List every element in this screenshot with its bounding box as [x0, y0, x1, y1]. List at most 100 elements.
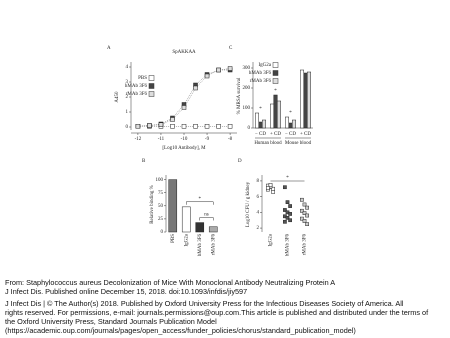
point [300, 216, 304, 221]
bar [258, 121, 263, 129]
point [283, 219, 287, 224]
bar [300, 69, 304, 129]
y-tick-label: 50 [158, 204, 164, 209]
x-tick-label: IgG2a [184, 233, 189, 246]
legend-swatch [272, 62, 279, 68]
y-tick-label: 4 [126, 65, 129, 70]
x-tick-label: − CD [255, 132, 266, 137]
y-tick-label: 6 [257, 195, 260, 200]
x-tick-label: -11 [158, 137, 165, 142]
x-tick-label: − CD [285, 132, 296, 137]
point [193, 85, 198, 91]
caption-line: rights reserved. For permissions, e-mail… [5, 308, 429, 317]
y-tick-label: 0 [126, 125, 129, 130]
bar [285, 116, 289, 129]
panel-label: B [142, 159, 146, 164]
point [204, 73, 210, 79]
legend-swatch [272, 70, 279, 76]
x-tick-label: hMAb 3F6 [286, 234, 291, 257]
x-tick-label: rMAb 3F6 [211, 234, 216, 256]
point [300, 197, 304, 202]
point [170, 124, 175, 129]
point [204, 124, 210, 129]
point [302, 219, 307, 223]
legend-label: rMAb 3F6 [126, 92, 148, 97]
point [305, 205, 309, 210]
legend-swatch [148, 83, 155, 89]
x-tick-label: -8 [228, 137, 233, 142]
x-tick-label: -10 [181, 137, 188, 142]
y-tick-label: 1 [126, 110, 129, 115]
y-tick-label: 75 [158, 191, 164, 196]
y-axis-label: % MRSA survival [237, 77, 242, 114]
legend-label: hMAb 3F6 [125, 84, 148, 89]
y-tick-label: 200 [243, 86, 251, 91]
legend-swatch [148, 91, 155, 97]
point [283, 208, 287, 212]
x-tick-label: -9 [205, 137, 210, 142]
bar [270, 103, 274, 129]
point [285, 200, 290, 204]
y-tick-label: 100 [156, 178, 164, 183]
group-label: Mouse blood [285, 141, 312, 146]
point [288, 212, 292, 216]
legend-swatch [148, 75, 155, 81]
caption-line: From: Staphylococcus aureus Decolonizati… [5, 278, 335, 287]
caption-line: J Infect Dis. Published online December … [5, 287, 247, 296]
y-axis-label: A450 [115, 91, 120, 103]
point [302, 211, 307, 215]
bar [195, 222, 205, 233]
bar [273, 94, 278, 129]
x-tick-label: IgG2a [269, 233, 274, 246]
bar [255, 112, 259, 129]
y-tick-label: 2 [257, 226, 260, 231]
caption-line: (https://academic.oup.com/journals/pages… [5, 326, 356, 335]
x-axis-label: [Log10 Antibody], M [162, 146, 206, 151]
point [181, 124, 187, 129]
x-tick-label: rMAb 3F6 [303, 234, 308, 256]
annotation: * [289, 111, 292, 116]
annotation: * [259, 107, 262, 112]
x-tick-label: hMAb 3F6 [198, 234, 203, 257]
x-tick-label: PBS [171, 234, 176, 243]
fit-line [137, 69, 231, 127]
y-tick-label: 4 [257, 210, 260, 215]
point [181, 105, 187, 110]
point [193, 124, 198, 129]
panel-label: C [229, 46, 233, 51]
point [266, 186, 270, 190]
point [305, 222, 309, 226]
y-tick-label: 3 [126, 80, 129, 85]
point [285, 216, 290, 220]
annotation: * [199, 197, 202, 202]
point [227, 66, 233, 71]
legend-label: PBS [138, 76, 147, 81]
point [135, 124, 141, 129]
legend-label: hMAb 3F6 [249, 71, 272, 76]
bar [288, 122, 293, 129]
point [268, 183, 273, 187]
bar [307, 71, 311, 129]
point [216, 124, 221, 129]
x-tick-label: + CD [300, 132, 311, 137]
point [305, 213, 309, 218]
x-tick-label: -12 [135, 137, 142, 142]
caption-line: the Oxford University Press, Standard Jo… [5, 317, 217, 326]
bar [208, 226, 218, 233]
annotation: * [274, 89, 277, 94]
bar [303, 72, 308, 129]
point [288, 204, 292, 208]
point [302, 202, 307, 207]
point [288, 218, 292, 223]
bar [262, 119, 266, 129]
y-tick-label: 0 [161, 230, 164, 235]
legend-swatch [272, 78, 279, 84]
legend-label: rMAb 3F6 [250, 79, 272, 84]
group-label: Human blood [254, 141, 282, 146]
x-tick-label: + CD [270, 132, 281, 137]
point [300, 208, 304, 213]
bar [277, 100, 281, 129]
annotation: ns [204, 213, 209, 218]
point [170, 117, 175, 122]
bar [181, 206, 191, 233]
